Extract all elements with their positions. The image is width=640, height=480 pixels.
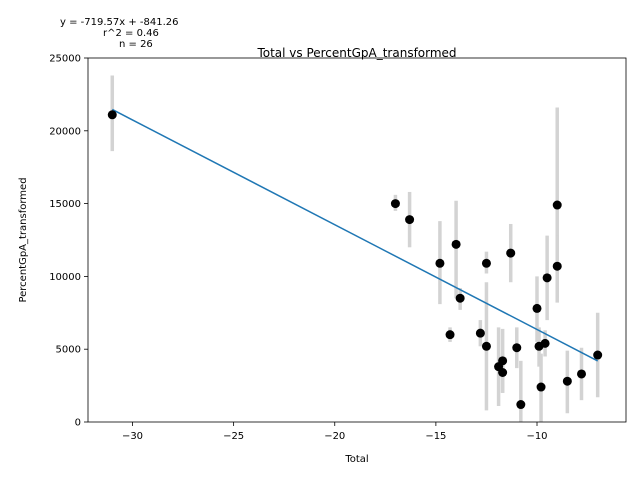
data-point	[516, 400, 526, 410]
y-axis-ticks: 0 5000 10000 15000 20000 25000	[49, 54, 88, 429]
x-tick-label: −30	[122, 431, 143, 442]
data-point	[552, 200, 562, 210]
r-squared-annotation: r^2 = 0.46	[103, 28, 159, 39]
data-point	[475, 328, 485, 338]
data-point	[540, 338, 550, 348]
x-axis-ticks: −30 −25 −20 −15 −10	[122, 422, 548, 442]
data-point	[498, 367, 508, 377]
data-point	[542, 273, 552, 283]
data-point	[455, 293, 465, 303]
y-axis-label: PercentGpA_transformed	[18, 177, 29, 302]
data-point	[512, 343, 522, 353]
y-tick-label: 20000	[49, 126, 81, 137]
data-point	[107, 110, 117, 120]
y-tick-label: 25000	[49, 54, 81, 65]
data-point	[435, 258, 445, 268]
x-axis-label: Total	[344, 454, 368, 465]
regression-annotations: y = -719.57x + -841.26 r^2 = 0.46 n = 26	[60, 17, 179, 50]
plot-area	[107, 75, 603, 422]
equation-annotation: y = -719.57x + -841.26	[60, 17, 179, 28]
data-point	[577, 369, 587, 379]
data-point	[481, 258, 491, 268]
data-points	[107, 110, 603, 410]
y-tick-label: 10000	[49, 272, 81, 283]
data-point	[552, 261, 562, 271]
data-point	[562, 376, 572, 386]
regression-line	[111, 108, 599, 362]
x-tick-label: −15	[425, 431, 446, 442]
data-point	[532, 303, 542, 313]
data-point	[593, 350, 603, 360]
y-tick-label: 5000	[56, 345, 81, 356]
data-point	[445, 330, 455, 340]
data-point	[498, 356, 508, 366]
sample-size-annotation: n = 26	[119, 39, 153, 50]
x-tick-label: −25	[223, 431, 244, 442]
data-point	[536, 382, 546, 392]
data-point	[390, 199, 400, 209]
data-point	[506, 248, 516, 258]
y-tick-label: 0	[75, 418, 81, 429]
axes-frame	[87, 57, 627, 423]
chart-title: Total vs PercentGpA_transformed	[256, 46, 456, 60]
data-point	[451, 239, 461, 249]
x-tick-label: −10	[526, 431, 547, 442]
x-tick-label: −20	[324, 431, 345, 442]
data-point	[481, 341, 491, 351]
y-tick-label: 15000	[49, 199, 81, 210]
data-point	[405, 215, 415, 225]
